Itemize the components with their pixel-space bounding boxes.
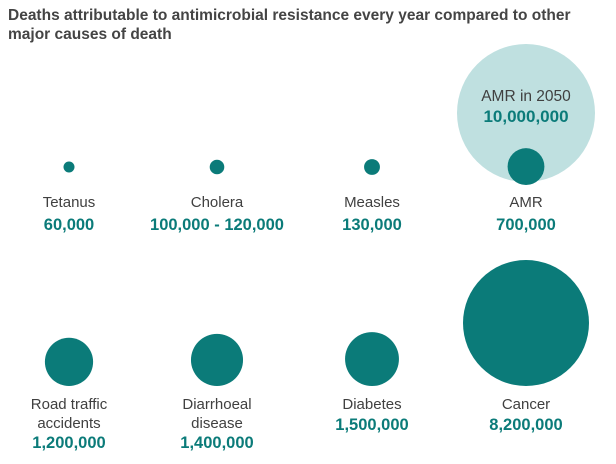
measles-bubble [364,159,380,175]
cancer-value: 8,200,000 [489,416,562,434]
cholera-label: Cholera [191,194,244,211]
diarrhoeal-disease-bubble [190,333,244,386]
diarrhoeal-disease-label-line-2: disease [191,415,243,432]
diabetes-label: Diabetes [342,396,401,413]
tetanus-bubble [63,161,75,173]
road-traffic-accidents-bubble [44,337,94,386]
tetanus-value: 60,000 [44,216,94,234]
diabetes-value: 1,500,000 [335,416,408,434]
cholera-bubble [209,159,225,175]
diarrhoeal-disease-value: 1,400,000 [180,434,253,452]
road-traffic-accidents-value: 1,200,000 [32,434,105,452]
cholera-value: 100,000 - 120,000 [150,216,284,234]
cancer-bubble [463,260,589,386]
diabetes-bubble [345,332,399,386]
amr-2050-label: AMR in 2050 [481,88,571,105]
amr-value: 700,000 [496,216,556,234]
measles-label: Measles [344,194,400,211]
tetanus-label: Tetanus [43,194,96,211]
chart-title: Deaths attributable to antimicrobial res… [8,7,571,43]
measles-value: 130,000 [342,216,402,234]
amr-label: AMR [509,194,543,211]
amr-bubble [507,148,545,185]
road-traffic-accidents-label-line-2: accidents [37,415,100,432]
cancer-label: Cancer [502,396,550,413]
diarrhoeal-disease-label-line-1: Diarrhoeal [182,396,251,413]
amr-2050-bubble [457,44,595,182]
road-traffic-accidents-label-line-1: Road traffic [31,396,108,413]
amr-2050-value: 10,000,000 [483,107,568,126]
